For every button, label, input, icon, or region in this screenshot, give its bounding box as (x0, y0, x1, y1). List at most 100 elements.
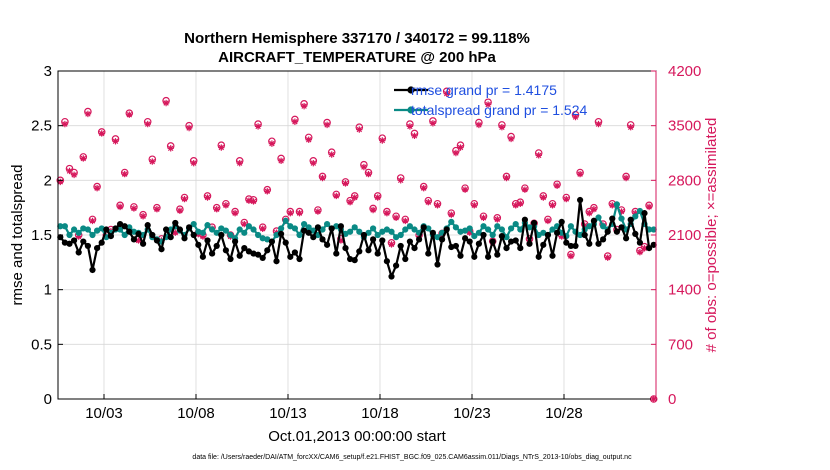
totalspread-point (222, 227, 229, 234)
rmse-point (379, 237, 386, 244)
x-tick-label: 10/18 (361, 405, 399, 422)
rmse-point (84, 242, 91, 250)
totalspread-point (632, 213, 639, 220)
totalspread-point (393, 234, 400, 241)
obs-assimilated-point (61, 120, 69, 128)
obs-assimilated-point (236, 159, 243, 167)
totalspread-point (84, 226, 91, 233)
y-tick-label: 0.5 (31, 336, 52, 353)
obs-assimilated-point (176, 207, 184, 214)
rmse-point (135, 230, 142, 238)
totalspread-point (577, 231, 584, 239)
x-tick-label: 10/13 (269, 405, 307, 422)
obs-assimilated-point (604, 254, 611, 261)
rmse-point (356, 248, 363, 255)
rmse-point (190, 231, 197, 239)
obs-assimilated-point (461, 186, 469, 193)
obs-assimilated-point (98, 130, 105, 137)
rmse-point (604, 228, 611, 235)
obs-assimilated-point (328, 151, 335, 158)
obs-assimilated-point (425, 199, 432, 206)
x-axis-label: Oct.01,2013 00:00:00 start (268, 428, 446, 445)
obs-assimilated-point (434, 202, 441, 209)
totalspread-point (406, 223, 413, 230)
rmse-point (540, 241, 547, 248)
rmse-point (434, 261, 441, 268)
rmse-point (296, 255, 303, 263)
obs-assimilated-point (586, 209, 593, 217)
totalspread-point (61, 223, 68, 230)
rmse-point (429, 229, 436, 236)
rmse-point (337, 223, 344, 230)
obs-assimilated-point (116, 203, 124, 211)
y-tick-label: 1 (44, 282, 52, 299)
totalspread-point (370, 225, 377, 232)
rmse-point (94, 245, 101, 252)
obs-assimilated-point (379, 137, 386, 144)
rmse-point (245, 248, 252, 255)
rmse-point (75, 249, 82, 256)
obs-assimilated-point (181, 195, 188, 203)
rmse-point (107, 232, 114, 240)
rmse-point (342, 245, 349, 252)
rmse-point (241, 245, 248, 252)
rmse-point (521, 216, 529, 223)
legend-spread-marker (407, 106, 415, 114)
totalspread-point (540, 229, 547, 236)
totalspread-point (333, 223, 340, 230)
obs-assimilated-point (494, 216, 501, 223)
rmse-point (503, 245, 510, 252)
obs-assimilated-point (365, 170, 372, 178)
obs-assimilated-point (264, 188, 271, 195)
obs-assimilated-point (259, 225, 266, 232)
obs-assimilated-point (57, 178, 64, 186)
obs-assimilated-point (581, 222, 588, 229)
rmse-point (452, 242, 459, 250)
obs-assimilated-point (484, 101, 492, 108)
totalspread-point (636, 207, 644, 215)
obs-assimilated-point (443, 90, 450, 97)
obs-assimilated-point (420, 184, 427, 192)
chart-title-line-2: AIRCRAFT_TEMPERATURE @ 200 hPa (218, 49, 496, 66)
rmse-point (227, 255, 234, 263)
rmse-point (526, 240, 533, 247)
rmse-point (117, 220, 124, 228)
obs-assimilated-point (199, 233, 207, 240)
rmse-point (213, 242, 220, 250)
obs-assimilated-point (507, 135, 515, 143)
x-tick-label: 10/03 (85, 405, 123, 422)
totalspread-point (618, 215, 625, 222)
rmse-point (498, 232, 505, 240)
obs-assimilated-point (590, 206, 598, 213)
legend: rmse grand pr = 1.4175 totalspread grand… (394, 82, 588, 118)
obs-assimilated-point (452, 149, 460, 157)
totalspread-point (374, 231, 381, 239)
obs-assimilated-point (572, 113, 579, 121)
obs-assimilated-point (448, 211, 455, 218)
rmse-point (554, 229, 561, 236)
y2-tick-label: 700 (668, 336, 693, 353)
plot-area (56, 70, 658, 403)
rmse-point (149, 231, 156, 239)
totalspread-point (66, 231, 73, 239)
rmse-point (305, 229, 312, 236)
totalspread-point (324, 220, 331, 228)
legend-rmse-marker (407, 86, 415, 94)
obs-assimilated-point (80, 155, 87, 162)
totalspread-point (388, 228, 395, 235)
totalspread-point (567, 223, 575, 230)
obs-assimilated-point (112, 138, 119, 145)
obs-assimilated-point (296, 209, 303, 217)
obs-assimilated-point (553, 182, 561, 189)
obs-assimilated-point (70, 171, 78, 179)
totalspread-point (255, 231, 262, 239)
totalspread-point (485, 226, 492, 233)
rmse-point (291, 249, 298, 256)
totalspread-point (480, 223, 487, 230)
rmse-point (89, 266, 96, 274)
obs-assimilated-point (126, 111, 133, 118)
totalspread-point (397, 231, 404, 239)
series-layer (56, 87, 658, 403)
rmse-point (57, 234, 64, 241)
